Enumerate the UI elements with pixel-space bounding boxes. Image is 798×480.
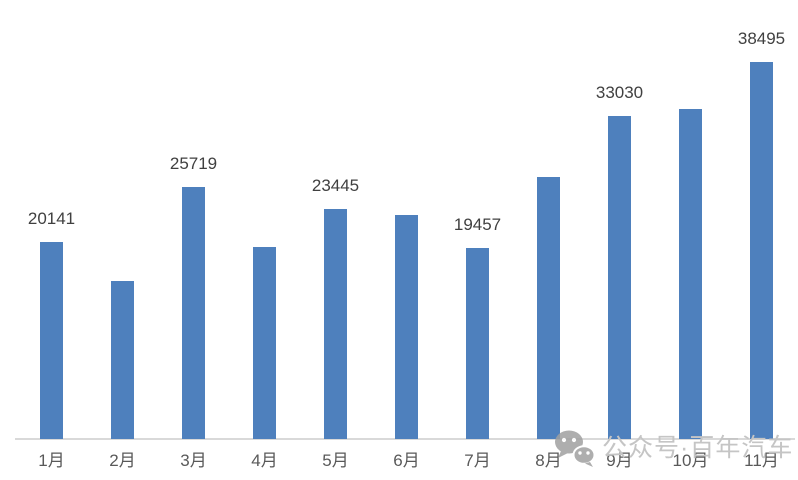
data-label: 23445	[311, 176, 360, 195]
data-label: 19457	[453, 215, 502, 234]
category-slot: 4月	[229, 0, 300, 470]
bar	[466, 248, 489, 439]
category-slot: 19457 7月	[442, 0, 513, 470]
x-tick-label: 1月	[38, 451, 65, 470]
bar	[324, 209, 347, 439]
data-label: 38495	[737, 29, 786, 48]
x-tick-label: 9月	[606, 451, 633, 470]
x-tick-label: 5月	[322, 451, 349, 470]
data-label: 33030	[595, 83, 644, 102]
category-slot: 8月	[513, 0, 584, 470]
bar	[40, 242, 63, 439]
x-tick-label: 11月	[744, 451, 779, 470]
x-tick-label: 3月	[180, 451, 207, 470]
category-slot: 25719 3月	[158, 0, 229, 470]
x-tick-label: 2月	[109, 451, 136, 470]
x-tick-label: 6月	[393, 451, 420, 470]
data-label: 25719	[169, 154, 218, 173]
bar	[182, 187, 205, 439]
bar	[750, 62, 773, 439]
category-slot: 23445 5月	[300, 0, 371, 470]
category-slot: 20141 1月	[16, 0, 87, 470]
bar	[537, 177, 560, 439]
x-tick-label: 4月	[251, 451, 278, 470]
data-label: 20141	[27, 209, 76, 228]
category-slot: 6月	[371, 0, 442, 470]
bar	[395, 215, 418, 439]
x-tick-label: 10月	[672, 451, 709, 470]
x-tick-label: 8月	[535, 451, 562, 470]
bar	[608, 116, 631, 439]
category-slot: 33030 9月	[584, 0, 655, 470]
x-axis-line	[15, 438, 795, 440]
plot-area: 20141 1月 2月 25719 3月 4月 23445 5月 6月 19457 7月 8月 3303…	[16, 0, 797, 470]
category-slot: 38495 11月	[726, 0, 797, 470]
bar	[253, 247, 276, 439]
category-slot: 2月	[87, 0, 158, 470]
bar	[111, 281, 134, 439]
x-tick-label: 7月	[464, 451, 491, 470]
category-slot: 10月	[655, 0, 726, 470]
bar	[679, 109, 702, 439]
